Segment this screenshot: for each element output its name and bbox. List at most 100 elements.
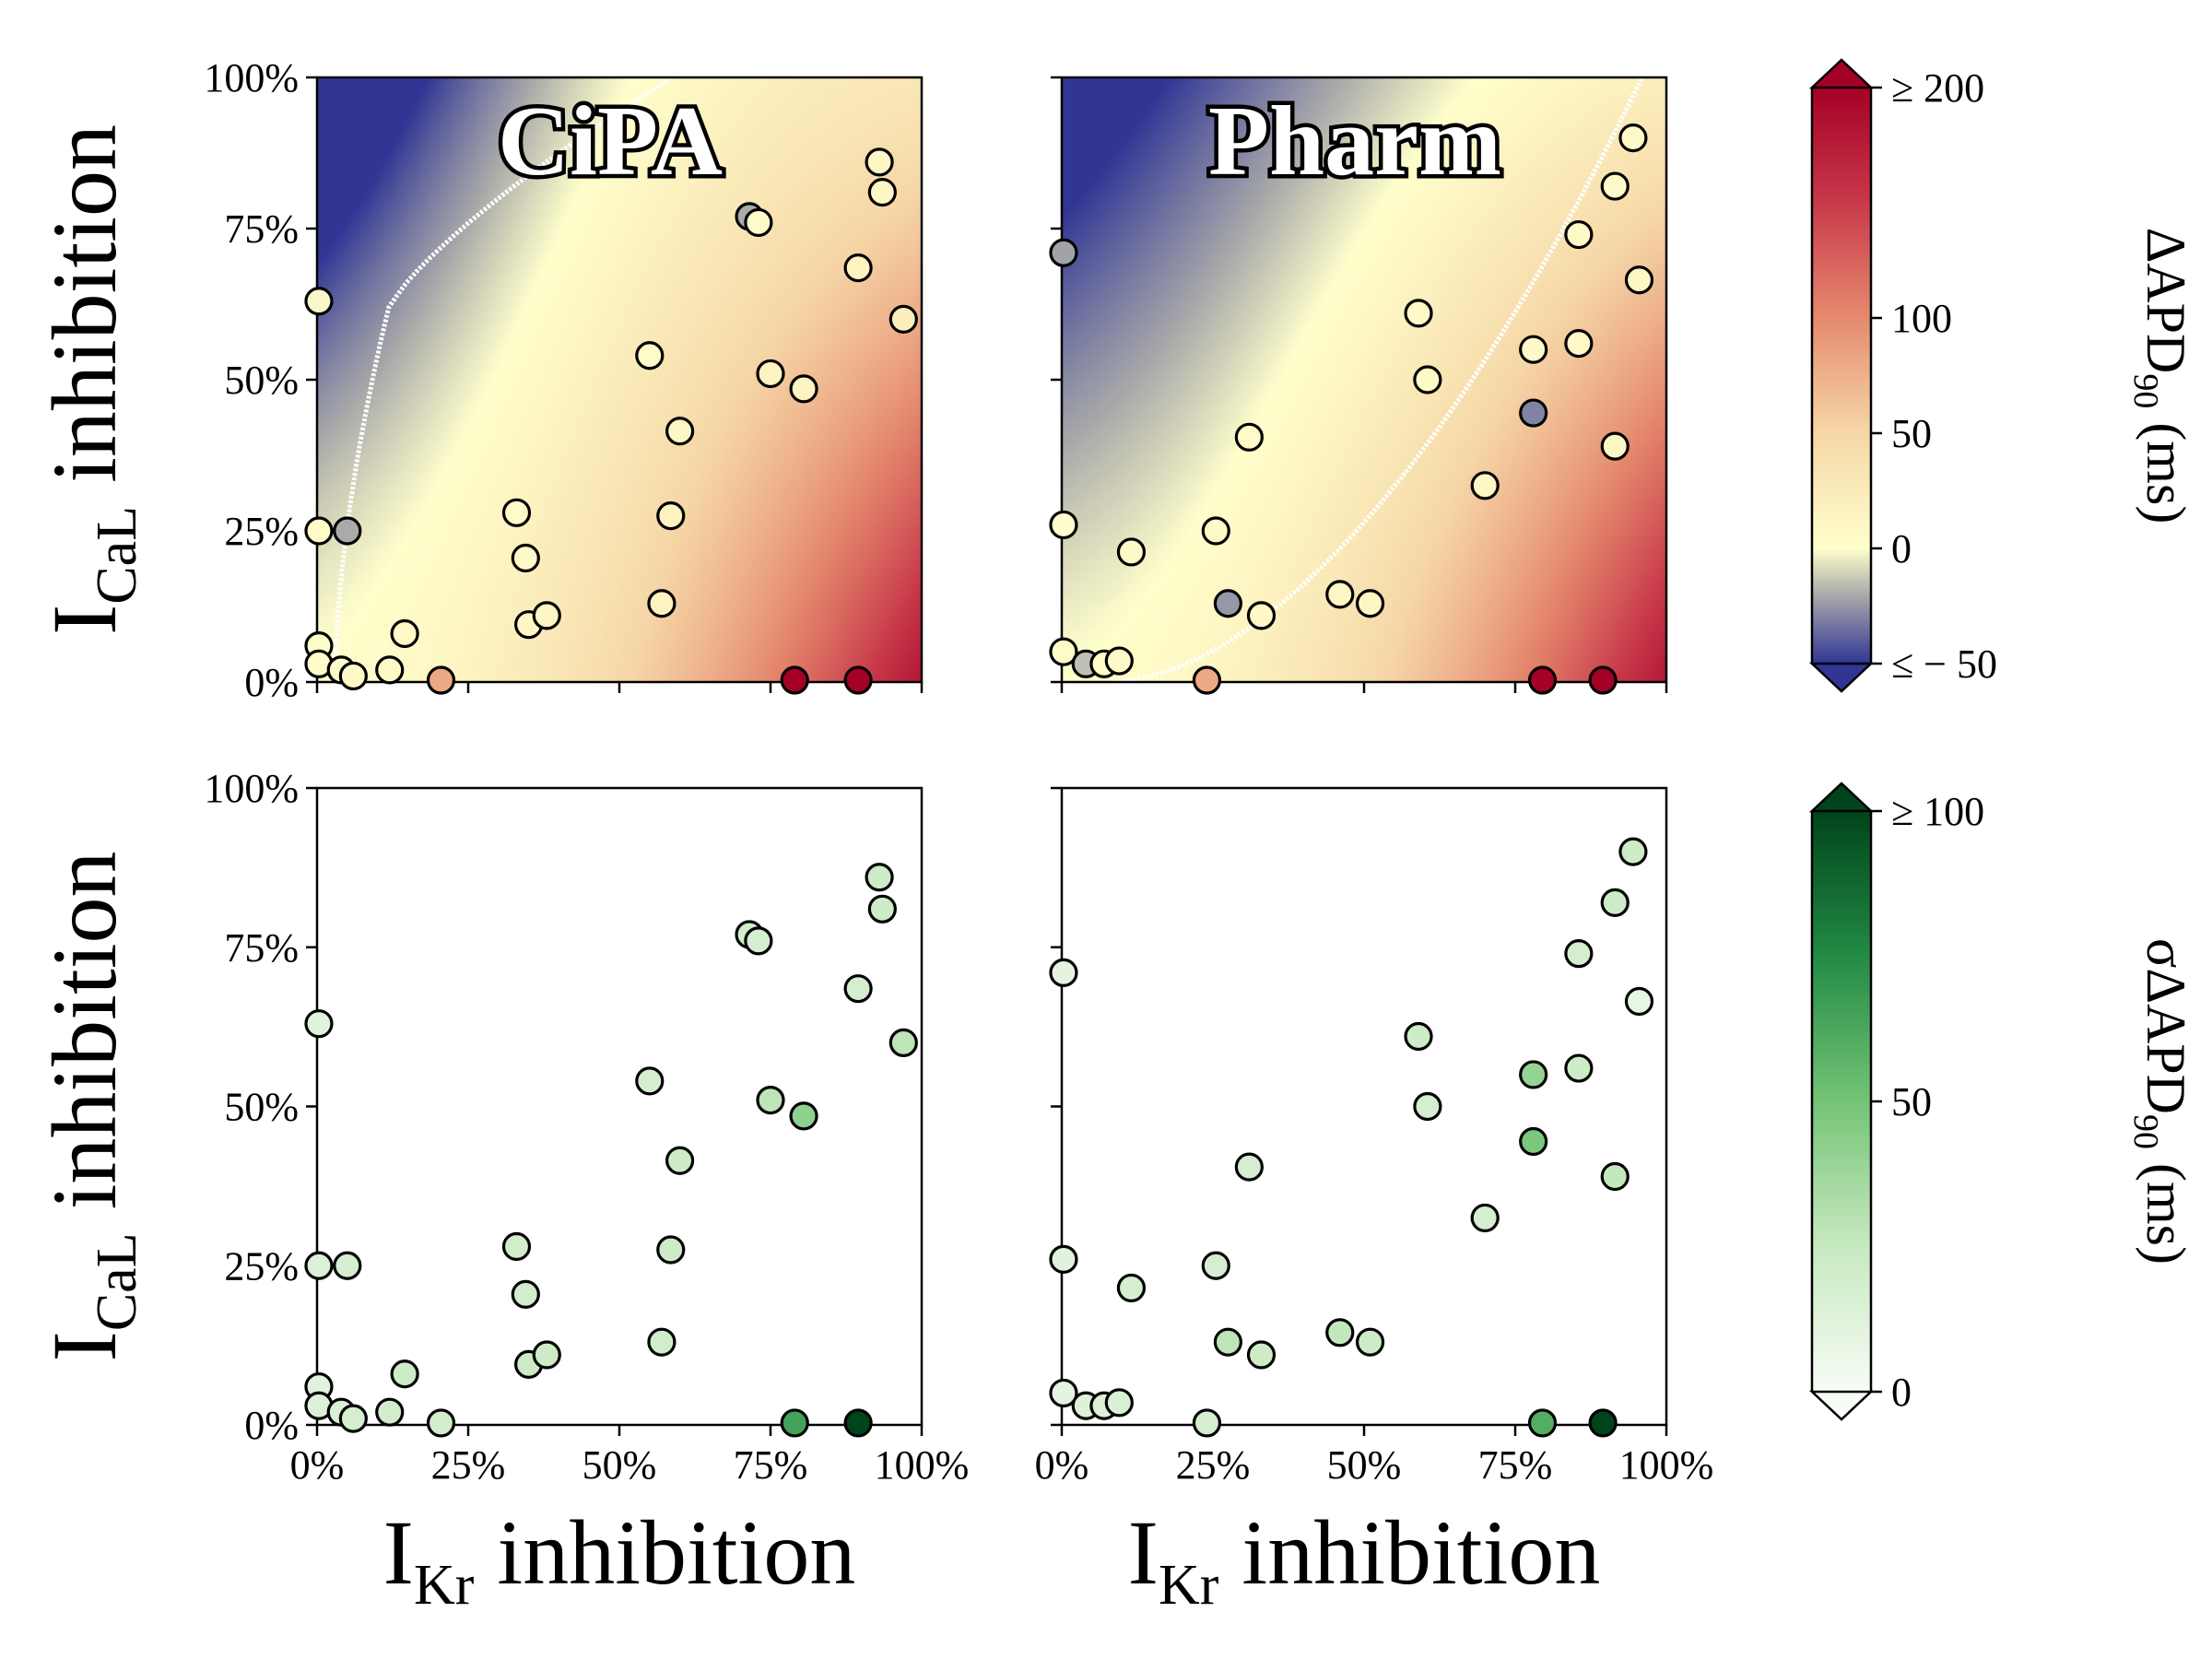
data-point [532, 601, 561, 630]
data-point [304, 1251, 334, 1280]
colorbar-label: ΔAPD90 (ms) [2126, 228, 2196, 524]
data-point [647, 589, 677, 618]
data-point [843, 974, 873, 1004]
data-point [843, 665, 873, 695]
data-point [1588, 1408, 1618, 1438]
colorbar-extend-top [1808, 782, 1875, 813]
data-point [1246, 601, 1277, 630]
colorbar-tick-label: 100 [1891, 296, 1952, 341]
data-point [1519, 1126, 1548, 1157]
data-point [843, 1408, 873, 1438]
data-point [426, 665, 456, 695]
data-point [1201, 1251, 1230, 1280]
y-axis-label: ICaL inhibition [33, 124, 148, 635]
data-point [1404, 299, 1433, 328]
y-tick-label: 100% [204, 55, 299, 100]
data-point [865, 863, 894, 892]
data-point [1049, 510, 1078, 540]
y-axis-label: ICaL inhibition [33, 852, 148, 1362]
y-tick-label: 0% [244, 1403, 299, 1448]
data-point [532, 1340, 561, 1370]
data-point [1624, 265, 1654, 295]
colorbar-extend-bottom [1808, 662, 1875, 693]
data-point [789, 374, 818, 404]
data-point [1116, 1273, 1147, 1303]
data-point [867, 894, 897, 924]
data-point [888, 304, 918, 334]
x-tick-label: 75% [734, 1442, 808, 1488]
x-axis-label: IKr inhibition [383, 1501, 856, 1617]
data-point [647, 1327, 677, 1357]
data-point [1049, 1378, 1078, 1408]
data-point [1116, 537, 1147, 567]
panel-pharm-delta: Pharm [1049, 76, 1668, 695]
data-point [1246, 1340, 1277, 1370]
colorbar-extend-top [1808, 58, 1875, 89]
data-point [1519, 398, 1548, 428]
data-point [665, 1146, 695, 1175]
data-point [511, 543, 540, 573]
data-point [304, 516, 334, 546]
data-point [744, 207, 773, 238]
data-point [1049, 637, 1078, 666]
zero-contour [333, 75, 674, 683]
data-point [338, 1404, 368, 1433]
panels: 0% 25% 50% 75% 100% CiPA ICaL inhibition Pharm 0… [33, 55, 1713, 1617]
data-point [304, 287, 334, 316]
data-point [1049, 958, 1078, 987]
colorbar-outline [1810, 88, 1873, 664]
y-tick-label: 0% [244, 660, 299, 705]
delta-apd-heatmap [317, 77, 922, 682]
data-point [656, 500, 686, 531]
data-point [1600, 171, 1630, 201]
data-point [789, 1101, 818, 1131]
data-point [1234, 1152, 1264, 1182]
colorbar-tick-label: 50 [1891, 1079, 1932, 1124]
data-point [1192, 1408, 1222, 1438]
panel-title: CiPA [498, 87, 723, 196]
data-point [1201, 516, 1230, 546]
y-tick-label: 25% [224, 1243, 299, 1288]
colorbar-delta: ≥ 200 100 50 0 ≤ − 50 ΔAPD90 (ms) [1808, 58, 2196, 693]
x-tick-label: 100% [1619, 1442, 1714, 1488]
colorbars: ≥ 200 100 50 0 ≤ − 50 ΔAPD90 (ms) ≥ 100 50 0 σΔAP… [1808, 58, 2196, 1421]
data-point [501, 498, 532, 527]
x-tick-label: 0% [290, 1442, 345, 1488]
colorbar-tick-label: 0 [1891, 526, 1912, 571]
data-point [1355, 1327, 1385, 1357]
colorbar-gradient [1812, 811, 1871, 1392]
data-point [1624, 986, 1654, 1017]
x-tick-label: 0% [1035, 1442, 1089, 1488]
data-point [1600, 431, 1630, 461]
data-point [426, 1408, 456, 1438]
delta-apd-heatmap [1062, 77, 1666, 682]
data-point [1618, 124, 1648, 153]
data-point [338, 661, 368, 691]
x-tick-label: 100% [875, 1442, 970, 1488]
colorbar-tick-label: ≥ 200 [1891, 65, 1984, 111]
data-point [1104, 1388, 1134, 1418]
colorbar-tick-label: 0 [1891, 1370, 1912, 1415]
data-point [1104, 646, 1134, 676]
x-tick-label: 25% [431, 1442, 506, 1488]
colorbar-tick-label: 50 [1891, 411, 1932, 456]
y-tick-label: 25% [224, 509, 299, 554]
data-point [865, 147, 894, 177]
zero-contour [1110, 76, 1645, 685]
data-point [375, 655, 405, 685]
data-point [1519, 335, 1548, 364]
data-point [1325, 1318, 1355, 1347]
x-tick-label: 75% [1478, 1442, 1553, 1488]
x-tick-label: 50% [1327, 1442, 1402, 1488]
data-point [1470, 1203, 1500, 1233]
colorbar-label: σΔAPD90 (ms) [2126, 938, 2196, 1265]
data-point [501, 1231, 532, 1262]
colorbar-gradient [1812, 88, 1871, 664]
data-point [304, 1009, 334, 1039]
colorbar-tick-label: ≤ − 50 [1891, 641, 1997, 687]
data-point [665, 417, 695, 446]
data-point [390, 618, 419, 649]
data-point [1355, 589, 1385, 618]
data-point [1564, 1053, 1594, 1083]
data-point [1588, 665, 1618, 695]
